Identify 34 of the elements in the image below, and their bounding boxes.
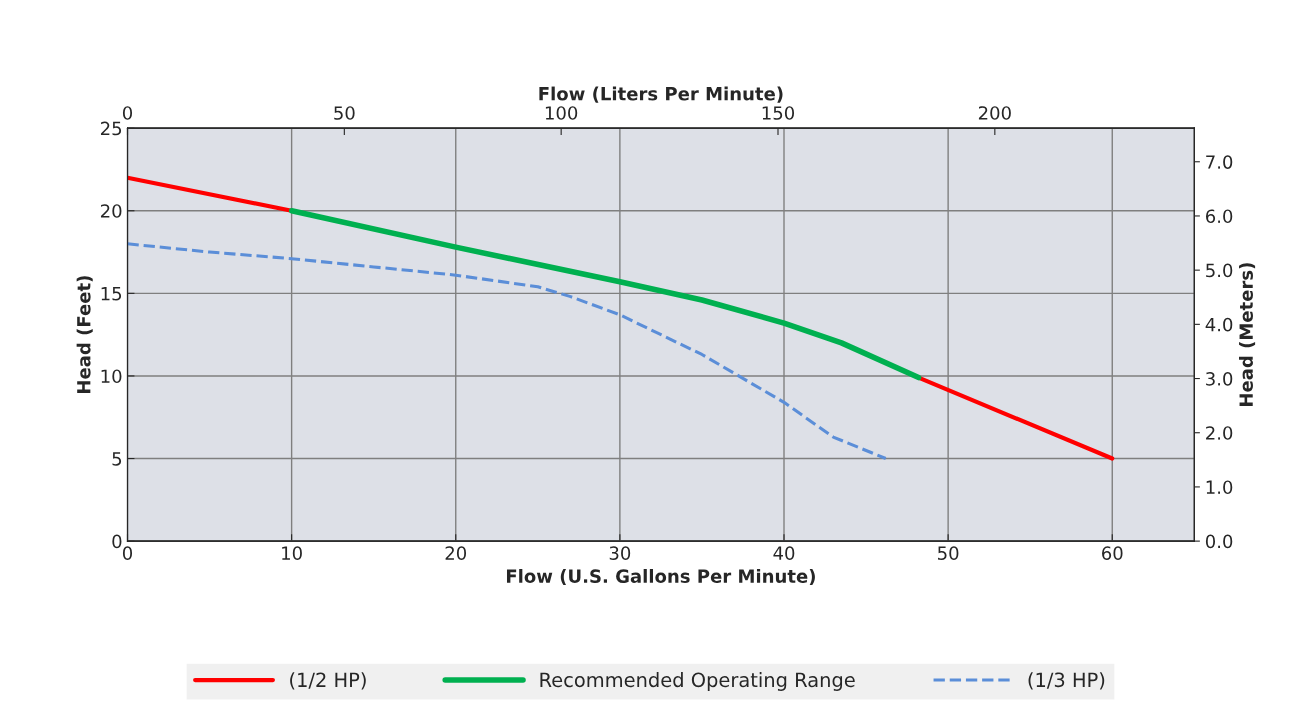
y2-tick-label: 1.0 bbox=[1206, 480, 1233, 495]
y2-tick-label: 2.0 bbox=[1206, 426, 1233, 440]
x2-axis-title: Flow (Liters Per Minute) bbox=[539, 86, 783, 103]
y2-axis-title: Head (Meters) bbox=[1239, 263, 1256, 406]
x2-tick-label: 200 bbox=[978, 106, 1011, 120]
y2-tick-label: 4.0 bbox=[1205, 317, 1233, 332]
y2-tick-label: 3.0 bbox=[1206, 372, 1233, 386]
x-tick-label: 50 bbox=[938, 546, 959, 560]
legend-label: Recommended Operating Range bbox=[540, 672, 855, 691]
x-tick-label: 20 bbox=[445, 546, 467, 560]
y2-tick-label: 7.0 bbox=[1206, 155, 1233, 169]
line-series bbox=[127, 242, 888, 461]
x-tick-label: 0 bbox=[122, 546, 133, 560]
y-tick-label: 15 bbox=[101, 287, 122, 301]
y2-tick-label: 0.0 bbox=[1205, 534, 1233, 549]
x2-tick-label: 100 bbox=[545, 106, 578, 120]
x2-tick-label: 50 bbox=[334, 106, 355, 120]
x2-tick-label: 0 bbox=[122, 106, 133, 120]
x-tick-label: 10 bbox=[282, 546, 302, 560]
y2-tick-label: 6.0 bbox=[1206, 209, 1233, 224]
x-axis-title: Flow (U.S. Gallons Per Minute) bbox=[506, 569, 815, 586]
x-tick-label: 60 bbox=[1102, 546, 1123, 560]
y-tick-label: 5 bbox=[112, 452, 122, 466]
x2-tick-label: 150 bbox=[762, 106, 795, 120]
x-tick-label: 30 bbox=[609, 546, 631, 560]
legend-label: (1/2 HP) bbox=[290, 672, 366, 690]
legend-label: (1/3 HP) bbox=[1028, 672, 1105, 690]
y-tick-label: 10 bbox=[101, 369, 122, 384]
y-tick-label: 0 bbox=[112, 534, 122, 549]
y2-tick-label: 5.0 bbox=[1206, 263, 1233, 278]
y-axis-title: Head (Feet) bbox=[76, 276, 93, 393]
y-tick-label: 20 bbox=[100, 204, 122, 218]
x-tick-label: 40 bbox=[773, 546, 795, 560]
y-tick-label: 25 bbox=[100, 121, 122, 136]
